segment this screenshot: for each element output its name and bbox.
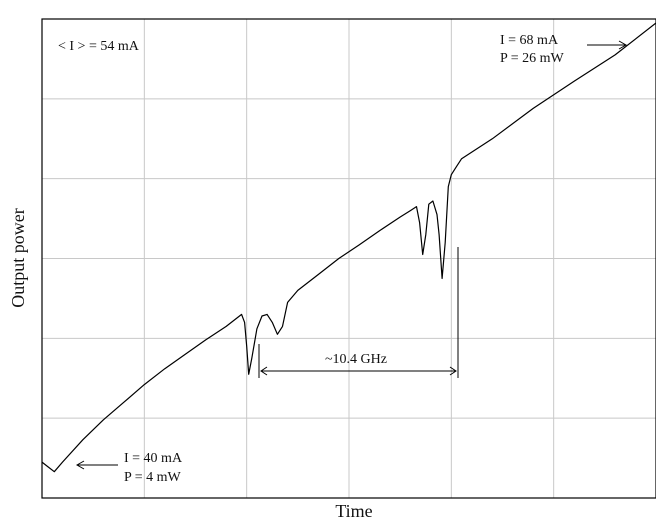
- arrow-left-icon: [75, 460, 118, 470]
- y-axis-label: Output power: [8, 208, 28, 307]
- gridlines: [42, 19, 656, 498]
- annotation-end-current: I = 68 mA: [500, 33, 559, 48]
- annotation-start-power: P = 4 mW: [124, 470, 182, 485]
- annotation-frequency-spacing: ~10.4 GHz: [325, 352, 387, 367]
- arrow-right-icon: [587, 40, 628, 50]
- x-axis-label: Time: [335, 501, 372, 521]
- annotation-end-power: P = 26 mW: [500, 51, 565, 66]
- output-power-trace: [41, 22, 656, 473]
- frequency-spacing-marker: [258, 247, 459, 378]
- annotation-start-current: I = 40 mA: [124, 451, 183, 466]
- plot-frame: [41, 18, 656, 499]
- annotation-mean-current: < I > = 54 mA: [58, 39, 140, 54]
